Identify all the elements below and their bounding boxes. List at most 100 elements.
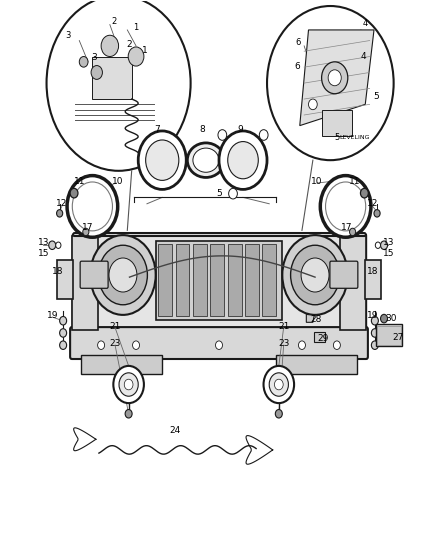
Bar	[321, 110, 352, 136]
Text: 12: 12	[367, 199, 378, 208]
Circle shape	[128, 47, 144, 66]
Circle shape	[325, 182, 366, 231]
Text: 12: 12	[56, 199, 67, 208]
Circle shape	[60, 341, 67, 350]
Circle shape	[119, 373, 138, 396]
Ellipse shape	[193, 148, 219, 172]
Circle shape	[371, 329, 378, 337]
Circle shape	[360, 188, 368, 198]
Bar	[158, 244, 172, 317]
Circle shape	[333, 341, 340, 350]
Circle shape	[298, 341, 305, 350]
FancyBboxPatch shape	[330, 261, 358, 288]
Text: 5: 5	[334, 133, 339, 142]
Circle shape	[308, 99, 317, 110]
Text: 10: 10	[311, 177, 322, 186]
Bar	[245, 244, 259, 317]
Text: 1: 1	[142, 46, 148, 55]
Text: 18: 18	[367, 268, 378, 276]
FancyBboxPatch shape	[70, 327, 368, 359]
Text: 11: 11	[349, 177, 360, 186]
Bar	[81, 356, 162, 374]
Circle shape	[320, 175, 371, 237]
Text: 9: 9	[237, 125, 243, 134]
Text: 21: 21	[278, 321, 290, 330]
Circle shape	[99, 245, 148, 305]
Circle shape	[124, 379, 133, 390]
Text: 2: 2	[127, 41, 132, 50]
Circle shape	[269, 373, 288, 396]
Circle shape	[57, 209, 63, 217]
Text: 19: 19	[367, 311, 378, 320]
Text: 3: 3	[66, 31, 71, 40]
Text: 4: 4	[363, 19, 368, 28]
Circle shape	[321, 62, 348, 94]
Circle shape	[90, 235, 155, 315]
Bar	[378, 326, 401, 345]
Bar	[314, 333, 325, 342]
Circle shape	[283, 235, 348, 315]
Circle shape	[125, 409, 132, 418]
Text: 8: 8	[200, 125, 205, 134]
Text: 17: 17	[341, 223, 352, 232]
Bar	[57, 260, 73, 300]
Circle shape	[276, 409, 283, 418]
Circle shape	[46, 0, 191, 171]
Bar	[72, 236, 98, 330]
Circle shape	[381, 314, 388, 323]
Text: 30: 30	[385, 314, 396, 323]
Bar	[193, 244, 207, 317]
Bar	[340, 236, 366, 330]
Circle shape	[60, 329, 67, 337]
Bar	[276, 356, 357, 374]
Text: 6: 6	[295, 62, 300, 70]
Circle shape	[375, 242, 381, 248]
Text: 13: 13	[38, 238, 49, 247]
Ellipse shape	[187, 143, 224, 177]
Text: 23: 23	[110, 339, 121, 348]
Text: 18: 18	[52, 268, 63, 276]
Text: 1: 1	[134, 23, 139, 32]
Text: 13: 13	[383, 238, 394, 247]
Circle shape	[275, 379, 283, 390]
Circle shape	[350, 228, 356, 236]
Text: 24: 24	[170, 426, 181, 435]
Text: 19: 19	[46, 311, 58, 320]
Circle shape	[98, 341, 105, 350]
Circle shape	[228, 142, 258, 179]
Circle shape	[146, 140, 179, 180]
Bar	[92, 56, 132, 99]
Circle shape	[133, 341, 140, 350]
Circle shape	[138, 131, 186, 189]
Bar	[262, 244, 276, 317]
Circle shape	[218, 130, 227, 140]
Circle shape	[264, 366, 294, 403]
Circle shape	[371, 341, 378, 350]
Text: 29: 29	[317, 334, 328, 343]
Circle shape	[328, 70, 341, 86]
Text: 4: 4	[360, 52, 366, 61]
Text: 2: 2	[112, 18, 117, 27]
Bar	[365, 260, 381, 300]
Circle shape	[113, 366, 144, 403]
Circle shape	[215, 341, 223, 350]
Text: 28: 28	[310, 315, 321, 324]
Circle shape	[83, 228, 89, 236]
Circle shape	[109, 258, 137, 292]
Text: 3: 3	[92, 53, 97, 62]
Text: 10: 10	[112, 177, 123, 186]
Circle shape	[229, 188, 237, 199]
Circle shape	[56, 242, 61, 248]
Bar	[228, 244, 241, 317]
Circle shape	[267, 6, 394, 160]
Text: 23: 23	[278, 339, 290, 348]
Bar	[155, 241, 283, 320]
Text: 17: 17	[82, 223, 94, 232]
Text: 7: 7	[154, 125, 160, 134]
Circle shape	[290, 245, 339, 305]
FancyBboxPatch shape	[73, 233, 366, 338]
Polygon shape	[300, 30, 374, 126]
Circle shape	[259, 130, 268, 140]
Text: 27: 27	[392, 333, 404, 342]
Circle shape	[67, 175, 118, 237]
